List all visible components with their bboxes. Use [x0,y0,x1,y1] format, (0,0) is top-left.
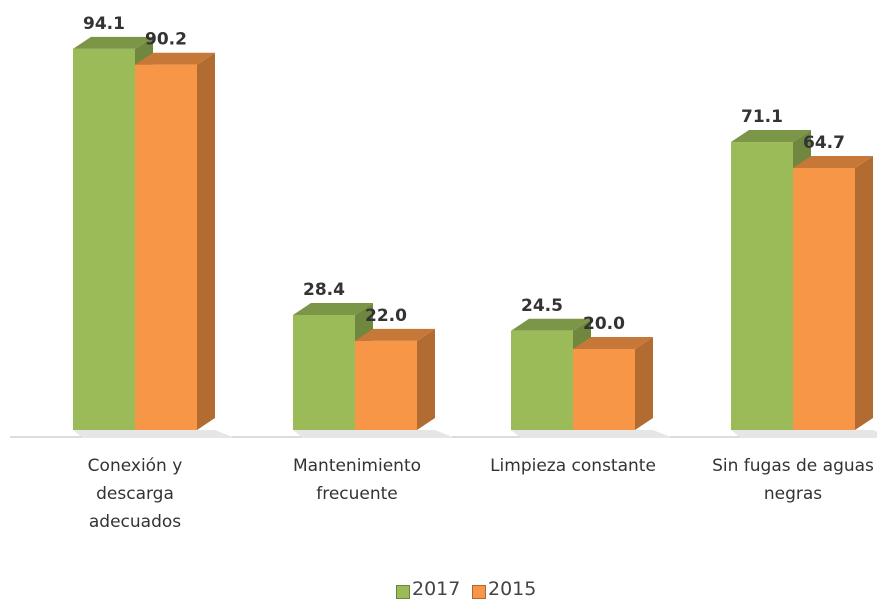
data-label: 94.1 [83,14,125,34]
x-tick-label: Limpieza constante [490,456,656,476]
bar [731,142,793,431]
bar-top [293,302,373,315]
bar-top [573,337,653,349]
bar-top [73,36,153,49]
data-label: 24.5 [521,296,563,316]
bar-top [511,318,591,331]
bar-side [635,337,653,430]
bar-shadow [573,430,673,438]
x-tick-label: Conexión y descarga adecuados [87,456,183,532]
data-label: 64.7 [803,133,845,153]
x-tick-label: Mantenimiento frecuente [292,456,422,504]
bar-top [731,130,811,143]
bar-shadow [793,430,877,438]
bar-side [417,328,435,430]
bar [511,330,573,430]
bar-shadow [355,430,455,438]
bar-top [793,155,873,168]
bar [73,48,135,431]
legend-label: 2017 [412,578,461,600]
data-label: 71.1 [741,107,783,127]
bar-top [135,52,215,65]
x-tick-label: Sin fugas de aguas negras [712,456,874,504]
legend-label: 2015 [488,578,537,600]
data-label: 22.0 [365,306,407,326]
bar [793,167,855,430]
bar [135,64,197,430]
legend-swatch [472,585,486,599]
bar-shadow [135,430,235,438]
bar [355,340,417,430]
data-label: 20.0 [583,314,625,334]
bar-side [855,155,873,430]
bar [573,349,635,430]
data-label: 90.2 [145,30,187,50]
data-label: 28.4 [303,280,345,300]
bar [293,314,355,430]
bar-side [197,52,215,430]
bar-top [355,328,435,341]
legend-swatch [396,585,410,599]
